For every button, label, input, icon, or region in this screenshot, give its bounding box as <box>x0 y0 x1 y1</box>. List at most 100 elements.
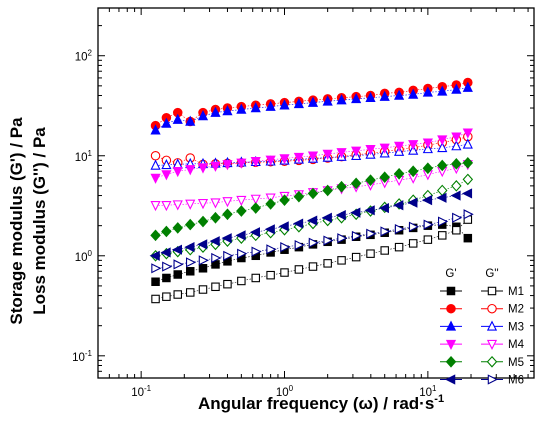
series-m1-loss <box>151 215 473 304</box>
x-axis-title: Angular frequency (ω) / rad·s-1 <box>198 393 444 413</box>
data-point-m4-storage <box>379 143 390 154</box>
series-m6-loss <box>151 209 474 274</box>
y-tick-label-base: 10 <box>75 252 88 264</box>
y-axis-title-line-2: Loss modulus (G'') / Pa <box>30 127 49 315</box>
data-point-m6-loss <box>323 235 334 246</box>
data-point-m4-loss <box>161 201 172 212</box>
x-tick-label-base: 10 <box>276 387 289 399</box>
data-point-m1-loss <box>266 270 275 280</box>
data-point-m1-loss <box>408 239 418 248</box>
data-point-m4-storage <box>408 140 419 151</box>
data-point-m5-storage <box>462 156 474 169</box>
data-point-m6-loss <box>266 244 277 255</box>
legend-marker-loss <box>487 374 498 385</box>
data-point-m5-storage <box>222 208 233 221</box>
legend-item-m5: M5 <box>440 355 524 369</box>
data-point-m4-loss <box>172 200 183 211</box>
data-point-m3-storage <box>150 124 161 135</box>
data-point-m6-loss <box>394 223 406 235</box>
data-point-m4-loss <box>222 197 233 208</box>
data-point-m1-storage <box>185 267 195 276</box>
data-point-m6-storage <box>421 195 433 206</box>
data-point-m4-loss <box>210 198 221 209</box>
data-point-m3-storage <box>161 117 172 128</box>
data-point-m6-storage <box>378 202 389 214</box>
data-point-m4-storage <box>265 155 276 166</box>
data-point-m3-storage <box>336 94 347 105</box>
data-point-m3-storage <box>394 89 405 100</box>
data-point-m3-storage <box>462 81 473 92</box>
series-m2-loss <box>150 131 473 170</box>
data-point-m1-loss <box>380 246 389 255</box>
series-line-m6-storage <box>155 193 468 257</box>
data-point-m3-storage <box>293 97 304 109</box>
y-tick-label-base: 10 <box>75 152 88 164</box>
legend-label-m6: M6 <box>508 375 524 387</box>
data-point-m3-storage <box>379 90 390 101</box>
data-point-m3-storage <box>437 85 448 96</box>
legend-marker-loss <box>487 286 497 296</box>
y-tick-label-base: 10 <box>75 52 88 64</box>
data-point-m6-storage <box>436 192 447 203</box>
data-point-m5-storage <box>293 190 305 203</box>
data-point-m4-storage <box>236 158 247 169</box>
legend-header-storage: G' <box>445 268 456 280</box>
data-point-m6-loss <box>151 263 162 274</box>
data-point-m6-loss <box>251 246 262 257</box>
data-point-m6-storage <box>335 210 346 221</box>
legend-marker-loss <box>486 339 498 351</box>
x-tick-label-base: 10 <box>131 387 144 399</box>
data-point-m6-loss <box>223 250 234 261</box>
data-point-m4-storage <box>222 160 233 171</box>
data-point-m1-loss <box>394 242 404 252</box>
data-point-m5-loss <box>462 173 474 186</box>
legend-label-m1: M1 <box>508 286 524 298</box>
data-point-m6-loss <box>366 228 377 239</box>
data-point-m3-loss <box>451 140 462 151</box>
data-point-m3-loss <box>462 138 473 149</box>
data-point-m6-storage <box>160 247 171 258</box>
y-tick-label: 10-1 <box>72 349 92 364</box>
data-point-m6-loss <box>351 230 363 241</box>
legend-marker-loss <box>487 303 497 314</box>
data-point-m4-loss <box>236 195 247 207</box>
data-point-m1-loss <box>337 256 346 265</box>
data-point-m1-storage <box>463 233 473 243</box>
y-tick-label: 100 <box>75 249 93 264</box>
data-point-m1-loss <box>251 273 260 283</box>
data-point-m5-storage <box>393 167 405 180</box>
series-m5-storage <box>150 156 474 242</box>
data-point-m6-storage <box>171 244 182 255</box>
data-point-m3-storage <box>265 100 276 111</box>
data-point-m5-storage <box>236 205 247 217</box>
data-point-m1-loss <box>185 288 195 297</box>
data-point-m3-storage <box>250 102 261 113</box>
legend-marker-storage <box>445 320 457 331</box>
data-point-m6-storage <box>197 239 208 250</box>
data-point-m4-storage <box>210 161 221 172</box>
data-point-m1-storage <box>162 273 171 283</box>
data-point-m5-storage <box>250 202 261 214</box>
data-point-m4-storage <box>185 165 196 176</box>
data-point-m4-storage <box>150 173 161 184</box>
data-point-m6-loss <box>463 209 474 220</box>
data-point-m6-loss <box>438 216 449 227</box>
x-tick-label-exponent: 1 <box>432 384 437 393</box>
data-point-m6-storage <box>364 205 375 216</box>
data-point-m6-storage <box>264 224 275 235</box>
legend-marker-storage <box>445 339 457 351</box>
data-point-m5-storage <box>172 222 183 234</box>
data-point-m4-loss <box>150 201 161 212</box>
series-line-m1-storage <box>155 224 469 283</box>
data-point-m6-loss <box>198 255 209 266</box>
data-point-m6-loss <box>162 261 173 272</box>
legend-label-m5: M5 <box>508 357 524 369</box>
legend-marker-storage <box>445 355 457 368</box>
y-tick-label: 102 <box>75 49 93 64</box>
data-point-m6-storage <box>461 188 473 199</box>
legend-item-m1: M1 <box>440 286 524 298</box>
data-point-m6-loss <box>408 221 420 232</box>
data-point-m3-loss <box>150 159 161 170</box>
data-point-m1-loss <box>237 276 246 286</box>
